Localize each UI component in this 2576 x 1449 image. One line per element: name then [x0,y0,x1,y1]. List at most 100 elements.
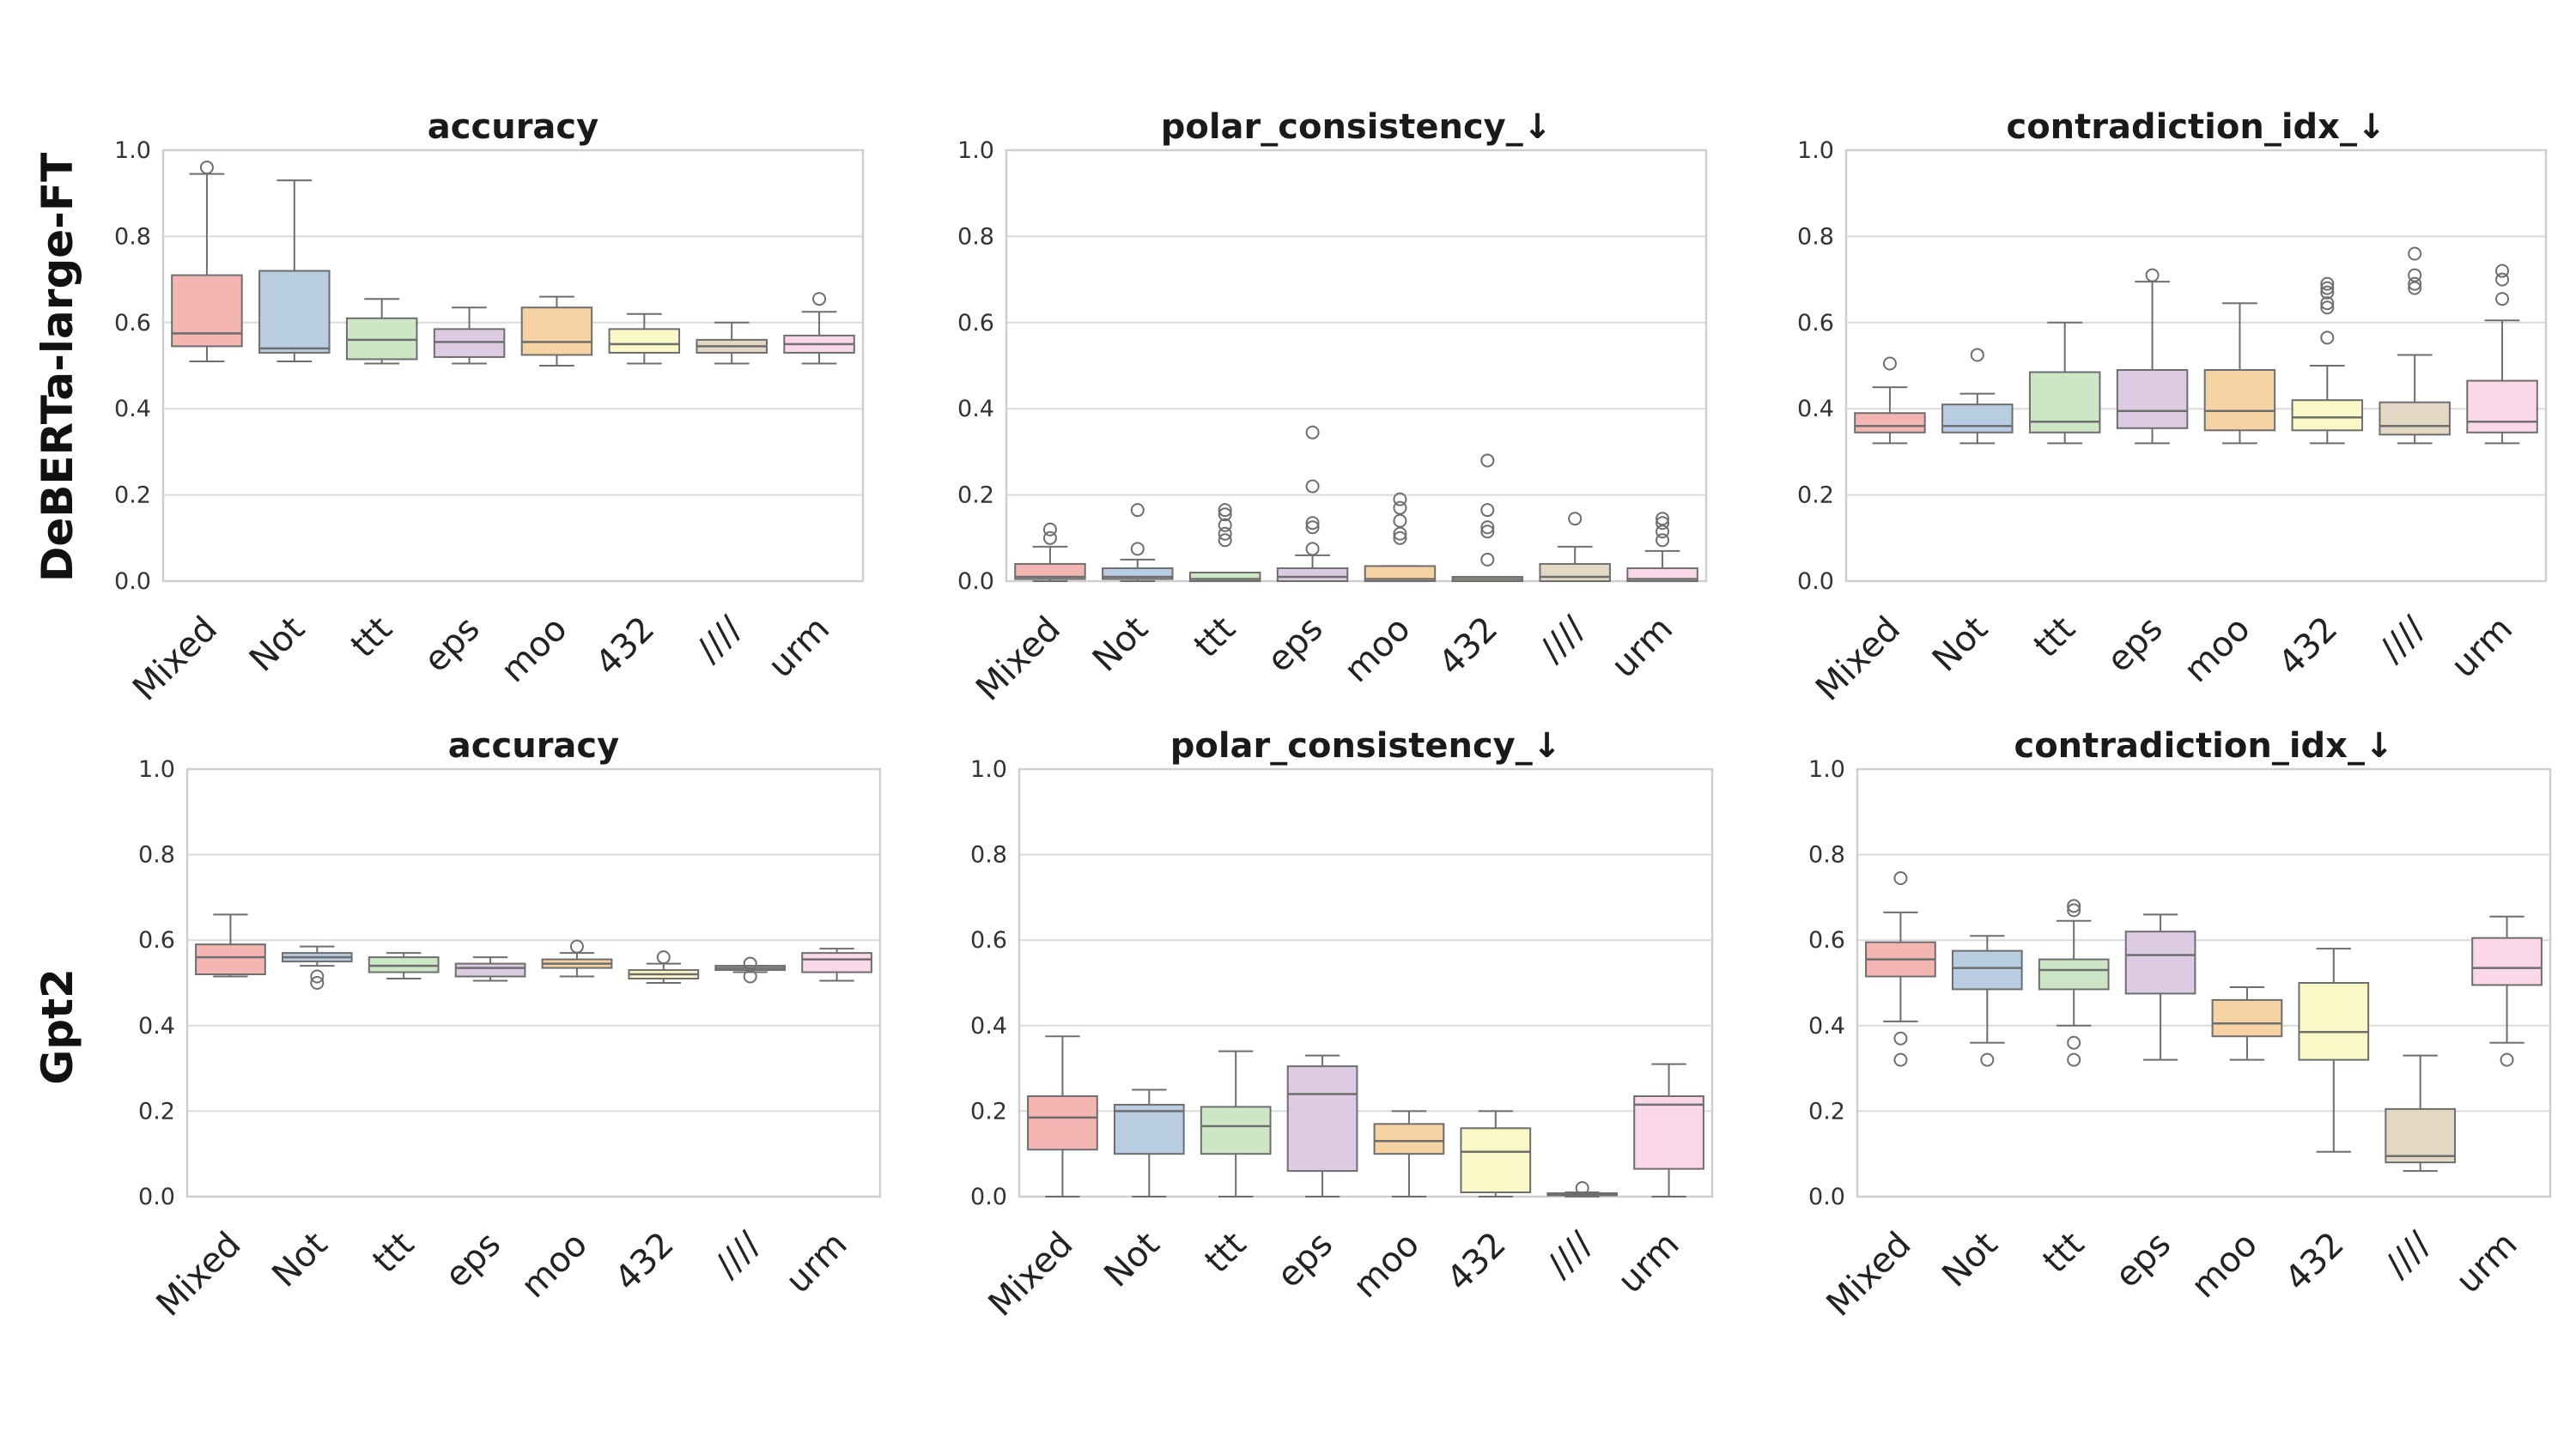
outlier-point [2067,1035,2081,1050]
iqr-box [1200,1106,1272,1155]
outlier-point [2067,1052,2081,1067]
y-tick-label: 0.4 [1797,396,1834,422]
outlier-point [2320,330,2335,345]
box-432 [1460,1110,1532,1197]
panel-title: polar_consistency_↓ [1170,726,1562,766]
x-tick-label: //// [690,609,750,670]
outlier-point [1130,503,1145,518]
outlier-point [2495,272,2510,287]
outlier-point [1893,1031,1908,1046]
outlier-point [1980,1052,1995,1067]
y-tick-label: 0.4 [970,1013,1007,1040]
outlier-point [199,161,214,175]
x-tick-label: ttt [1197,1225,1254,1282]
x-tick-label: Not [1925,609,1996,680]
y-tick-label: 1.0 [1808,756,1845,783]
x-tick-label: eps [1270,1225,1341,1296]
box-432 [2291,276,2364,445]
y-tick-label: 0.0 [138,1184,175,1210]
plot-frame [1844,149,2548,583]
box-moo [1373,1110,1445,1197]
plot-frame [161,149,865,583]
box-ttt [368,952,440,980]
box-Mixed [1865,870,1936,1067]
y-tick-label: 0.6 [114,310,151,336]
x-tick-label: 432 [1431,609,1506,684]
iqr-box [1941,403,2014,433]
y-tick-label: 0.6 [138,927,175,954]
y-tick-label: 0.8 [1808,842,1845,869]
x-tick-label: 432 [1439,1225,1514,1300]
y-tick-label: 0.8 [138,842,175,869]
x-tick-label: //// [2372,609,2433,670]
iqr-box [2211,998,2283,1038]
y-tick-label: 0.0 [1797,568,1834,595]
outlier-point [1218,507,1232,522]
box-//// [2379,246,2451,445]
box-Not [281,945,353,990]
iqr-box [345,317,418,361]
outlier-point [1218,533,1232,548]
box-eps [1286,1054,1358,1197]
outlier-point [2067,903,2081,918]
x-tick-label: 432 [607,1225,682,1300]
iqr-box [2379,401,2451,436]
plot-frame [185,767,882,1198]
outlier-point [1480,524,1495,539]
x-tick-label: //// [708,1224,769,1285]
box-Not [1951,935,2023,1067]
box-eps [454,956,526,982]
x-tick-label: Mixed [1808,609,1908,709]
x-tick-label: urm [1604,609,1680,686]
outlier-point [1042,530,1057,545]
outlier-point [1970,348,1984,362]
box-ttt [2028,321,2101,445]
box-eps [1276,425,1349,583]
iqr-box [1027,1094,1098,1151]
box-urm [1626,512,1698,583]
outlier-point [2320,276,2335,291]
y-tick-label: 0.2 [1808,1098,1845,1125]
box-//// [2385,1054,2457,1173]
box-ttt [1200,1050,1272,1197]
outlier-point [2320,285,2335,300]
box-moo [1364,492,1437,582]
iqr-box [1373,1123,1445,1155]
outlier-point [1042,522,1057,537]
x-tick-label: Mixed [149,1225,248,1325]
iqr-box [608,328,681,354]
box-Not [258,179,331,362]
outlier-point [1218,503,1232,518]
panel-title: contradiction_idx_↓ [2006,107,2385,147]
x-tick-label: Not [1097,1225,1167,1295]
y-tick-label: 0.8 [114,223,151,250]
outlier-point [1480,503,1495,518]
panel-title: accuracy [448,726,619,766]
y-tick-label: 1.0 [114,137,151,164]
box-ttt [345,298,418,365]
y-tick-label: 0.2 [114,482,151,509]
iqr-box [2116,369,2189,429]
iqr-box [1286,1065,1358,1173]
iqr-box [520,306,593,356]
outlier-point [569,939,584,954]
box-urm [801,948,872,982]
iqr-box [2028,371,2101,433]
iqr-box [2124,931,2196,995]
x-tick-label: 432 [2271,609,2346,684]
box-432 [2298,948,2370,1153]
box-//// [714,956,787,984]
iqr-box [2291,399,2364,432]
x-tick-label: urm [778,1225,854,1301]
outlier-point [1305,479,1320,494]
iqr-box [258,270,331,354]
iqr-box [1539,562,1611,582]
iqr-box [1460,1127,1532,1194]
outlier-point [1393,492,1407,506]
outlier-point [1568,512,1583,526]
x-tick-label: ttt [365,1225,422,1282]
y-tick-label: 0.6 [1797,310,1834,336]
outlier-point [1893,870,1908,885]
outlier-point [1656,533,1670,548]
